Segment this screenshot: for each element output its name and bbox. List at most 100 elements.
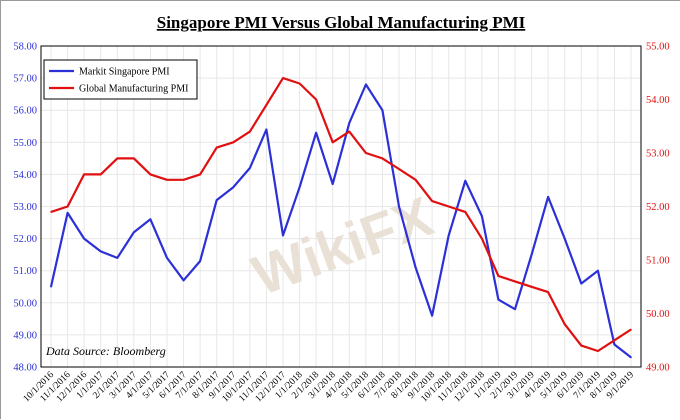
right-axis-tick-label: 50.00 bbox=[646, 309, 670, 320]
data-point-global-pmi bbox=[50, 211, 52, 213]
data-point-global-pmi bbox=[282, 77, 284, 79]
data-point-singapore-pmi bbox=[481, 215, 483, 217]
data-point-global-pmi bbox=[215, 146, 218, 149]
data-point-global-pmi bbox=[66, 205, 69, 208]
left-axis-tick-label: 48.00 bbox=[13, 363, 37, 374]
data-point-singapore-pmi bbox=[315, 131, 317, 134]
data-point-global-pmi bbox=[99, 173, 102, 176]
data-point-singapore-pmi bbox=[149, 218, 152, 221]
data-point-singapore-pmi bbox=[414, 266, 417, 269]
data-point-singapore-pmi bbox=[514, 308, 516, 311]
left-axis-tick-label: 55.00 bbox=[13, 138, 37, 149]
data-point-singapore-pmi bbox=[66, 212, 69, 214]
data-point-singapore-pmi bbox=[282, 234, 284, 237]
legend-label-global: Global Manufacturing PMI bbox=[79, 84, 188, 95]
data-point-global-pmi bbox=[232, 141, 235, 144]
right-axis-tick-label: 54.00 bbox=[646, 95, 670, 106]
series-lines bbox=[49, 76, 632, 359]
data-point-global-pmi bbox=[182, 179, 185, 181]
right-axis-tick-label: 53.00 bbox=[646, 149, 670, 160]
data-point-global-pmi bbox=[497, 275, 500, 277]
data-point-singapore-pmi bbox=[232, 186, 235, 188]
data-point-singapore-pmi bbox=[182, 279, 185, 282]
data-point-global-pmi bbox=[630, 328, 632, 331]
data-point-singapore-pmi bbox=[630, 356, 632, 359]
data-point-singapore-pmi bbox=[497, 298, 500, 301]
series-line-singapore-pmi bbox=[49, 83, 632, 359]
data-point-global-pmi bbox=[199, 173, 201, 176]
legend-label-singapore: Markit Singapore PMI bbox=[79, 67, 170, 78]
data-point-singapore-pmi bbox=[83, 237, 85, 240]
data-point-global-pmi bbox=[580, 344, 583, 347]
left-axis-tick-label: 49.00 bbox=[13, 330, 37, 341]
data-point-singapore-pmi bbox=[597, 269, 599, 272]
data-point-global-pmi bbox=[597, 350, 599, 352]
right-axis-tick-label: 49.00 bbox=[646, 363, 670, 374]
data-point-singapore-pmi bbox=[447, 234, 450, 237]
left-axis-tick-label: 50.00 bbox=[13, 298, 37, 309]
data-point-singapore-pmi bbox=[199, 260, 201, 262]
data-point-global-pmi bbox=[563, 323, 566, 326]
data-point-global-pmi bbox=[398, 168, 400, 170]
data-point-singapore-pmi bbox=[580, 282, 583, 285]
data-point-global-pmi bbox=[431, 200, 433, 202]
data-point-global-pmi bbox=[116, 157, 119, 160]
data-point-singapore-pmi bbox=[116, 257, 119, 259]
data-point-singapore-pmi bbox=[398, 205, 400, 208]
data-point-global-pmi bbox=[447, 205, 450, 208]
data-point-global-pmi bbox=[133, 157, 135, 160]
data-point-singapore-pmi bbox=[613, 343, 616, 346]
data-source-note: Data Source: Bloomberg bbox=[45, 344, 166, 358]
data-point-singapore-pmi bbox=[530, 253, 533, 256]
left-axis-tick-label: 54.00 bbox=[13, 170, 37, 181]
data-point-global-pmi bbox=[481, 237, 483, 240]
data-point-singapore-pmi bbox=[547, 196, 549, 198]
data-point-singapore-pmi bbox=[99, 250, 102, 253]
data-point-global-pmi bbox=[530, 286, 533, 288]
right-axis-ticks: 49.00 50.00 51.00 52.00 53.00 54.00 55.00 bbox=[646, 42, 670, 374]
chart-title: Singapore PMI Versus Global Manufacturin… bbox=[157, 13, 526, 32]
data-point-global-pmi bbox=[249, 130, 251, 133]
data-point-global-pmi bbox=[365, 152, 367, 154]
data-point-singapore-pmi bbox=[50, 286, 52, 288]
legend: Markit Singapore PMI Global Manufacturin… bbox=[43, 59, 198, 100]
data-point-singapore-pmi bbox=[348, 122, 351, 124]
data-point-singapore-pmi bbox=[215, 199, 218, 201]
series-line-global-pmi bbox=[50, 76, 632, 353]
left-axis-tick-label: 56.00 bbox=[13, 106, 37, 117]
left-axis-tick-label: 57.00 bbox=[13, 74, 37, 85]
data-point-global-pmi bbox=[83, 173, 85, 176]
left-axis-tick-label: 53.00 bbox=[13, 202, 37, 213]
data-point-global-pmi bbox=[298, 82, 301, 85]
data-point-global-pmi bbox=[149, 173, 152, 176]
data-point-singapore-pmi bbox=[249, 167, 251, 169]
right-axis-tick-label: 52.00 bbox=[646, 202, 670, 213]
data-point-global-pmi bbox=[381, 157, 384, 160]
data-point-global-pmi bbox=[348, 130, 351, 133]
left-axis-ticks: 48.00 49.00 50.00 51.00 52.00 53.00 54.00 55.00… bbox=[13, 42, 37, 374]
data-point-global-pmi bbox=[166, 179, 168, 181]
data-point-singapore-pmi bbox=[431, 314, 433, 317]
data-point-singapore-pmi bbox=[265, 128, 268, 131]
left-axis-tick-label: 51.00 bbox=[13, 266, 37, 277]
data-point-global-pmi bbox=[331, 141, 334, 144]
data-point-singapore-pmi bbox=[331, 183, 334, 185]
data-point-singapore-pmi bbox=[464, 180, 467, 182]
right-axis-tick-label: 51.00 bbox=[646, 256, 670, 267]
data-point-global-pmi bbox=[315, 98, 317, 101]
data-point-global-pmi bbox=[547, 291, 549, 293]
legend-box bbox=[43, 59, 198, 100]
plot-area-frame bbox=[40, 45, 642, 368]
data-point-global-pmi bbox=[464, 211, 467, 213]
data-point-global-pmi bbox=[265, 104, 268, 106]
data-point-singapore-pmi bbox=[381, 109, 384, 111]
right-axis-tick-label: 55.00 bbox=[646, 42, 670, 53]
data-point-global-pmi bbox=[514, 280, 516, 283]
data-point-global-pmi bbox=[613, 339, 616, 342]
left-axis-tick-label: 52.00 bbox=[13, 234, 37, 245]
data-point-singapore-pmi bbox=[133, 231, 135, 233]
data-point-singapore-pmi bbox=[365, 83, 367, 86]
data-point-singapore-pmi bbox=[166, 257, 168, 259]
